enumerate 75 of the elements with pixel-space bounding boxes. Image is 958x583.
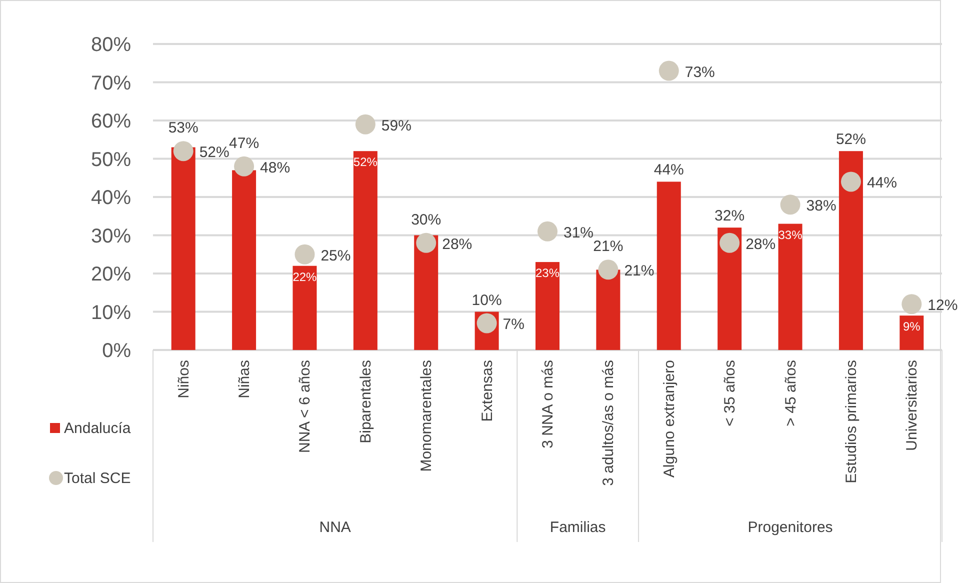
- data-label: 21%: [624, 262, 654, 280]
- bar: [171, 147, 196, 350]
- bar: [900, 316, 924, 350]
- y-tick-label: 70%: [90, 72, 132, 94]
- x-tick-label: Extensas: [478, 360, 496, 422]
- data-label: 48%: [260, 159, 290, 176]
- point: [416, 232, 436, 253]
- data-label: 44%: [866, 174, 897, 192]
- legend-label: Andalucía: [64, 420, 132, 437]
- x-tick-label: Niños: [175, 360, 192, 398]
- data-label: 73%: [684, 64, 715, 81]
- point: [840, 172, 861, 192]
- data-label: 47%: [229, 134, 260, 152]
- point: [234, 156, 254, 176]
- data-label: 38%: [806, 198, 836, 215]
- bar: [292, 266, 317, 350]
- bar: [838, 151, 863, 350]
- point: [294, 244, 315, 264]
- text: Familias: [550, 519, 606, 536]
- x-tick-label: 3 NNA o más: [540, 360, 556, 448]
- y-tick-label: 80%: [90, 34, 132, 56]
- data-label: 52%: [199, 144, 230, 162]
- point: [720, 232, 740, 253]
- data-label: 44%: [654, 162, 684, 179]
- data-label: 10%: [472, 292, 502, 309]
- x-tick-label: Alguno extranjero: [660, 360, 678, 478]
- point: [538, 221, 558, 242]
- y-tick-label: 20%: [90, 264, 132, 286]
- y-tick-label: 10%: [90, 302, 132, 324]
- y-tick-label: 50%: [90, 148, 132, 171]
- data-label: 21%: [593, 238, 624, 256]
- point: [902, 294, 922, 314]
- y-tick-label: 30%: [90, 225, 132, 248]
- legend-label: Total SCE: [64, 470, 131, 487]
- data-label: 33%: [778, 228, 803, 242]
- data-label: 7%: [502, 316, 524, 334]
- point: [355, 114, 376, 134]
- bar: [778, 224, 802, 350]
- data-label: 31%: [564, 224, 594, 242]
- data-label: 59%: [381, 117, 412, 134]
- x-tick-label: Monomarentales: [418, 360, 436, 472]
- x-tick-label: < 35 años: [722, 360, 739, 426]
- data-label: 30%: [411, 211, 442, 228]
- point: [598, 260, 618, 280]
- data-label: 28%: [746, 236, 776, 253]
- bar: [536, 262, 560, 350]
- x-tick-label: Universitarios: [904, 360, 921, 451]
- data-label: 53%: [168, 120, 198, 137]
- bar: [656, 182, 681, 350]
- y-tick-label: 60%: [90, 110, 132, 132]
- bar: [596, 270, 620, 350]
- data-label: 28%: [442, 236, 472, 253]
- data-label: 12%: [928, 297, 958, 314]
- text: Progenitores: [748, 519, 833, 536]
- data-label: 22%: [292, 270, 318, 284]
- x-tick-label: Estudios primarios: [842, 360, 860, 484]
- point: [780, 194, 800, 215]
- data-label: 52%: [353, 155, 378, 170]
- x-tick-label: Biparentales: [357, 360, 374, 444]
- y-tick-label: 0%: [102, 340, 132, 362]
- point: [173, 141, 194, 162]
- text: NNA: [319, 519, 351, 536]
- data-label: 32%: [714, 208, 745, 225]
- x-tick-label: Niñas: [236, 360, 254, 398]
- x-tick-label: 3 adultos/as o más: [600, 360, 618, 486]
- data-label: 25%: [320, 247, 351, 264]
- bar: [353, 151, 378, 350]
- point: [658, 60, 679, 81]
- y-tick-label: 40%: [90, 187, 132, 209]
- bar: [232, 170, 256, 350]
- x-tick-label: NNA < 6 años: [296, 360, 314, 453]
- data-label: 52%: [836, 131, 866, 148]
- x-tick-label: > 45 años: [782, 360, 800, 426]
- data-label: 9%: [902, 320, 921, 334]
- data-label: 23%: [535, 266, 560, 280]
